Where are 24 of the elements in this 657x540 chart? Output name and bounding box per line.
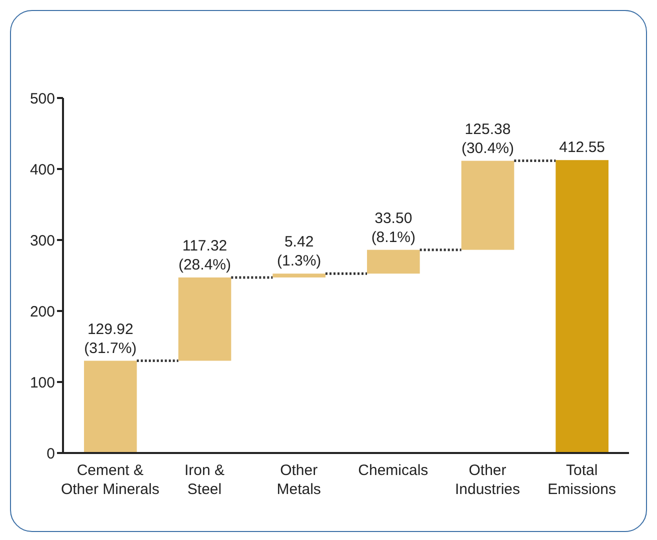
- data-label: 129.92 (31.7%): [84, 320, 137, 357]
- y-tick-label: 500: [30, 90, 55, 108]
- y-tick-label: 400: [30, 161, 55, 178]
- x-tick-label: Other Metals: [276, 462, 321, 498]
- x-tick-label: Iron & Steel: [184, 462, 225, 498]
- bar: [556, 160, 608, 453]
- x-tick-label: Other Industries: [454, 462, 520, 498]
- y-tick-label: 0: [46, 445, 55, 462]
- bar: [367, 250, 420, 274]
- y-tick-label: 100: [30, 374, 55, 392]
- bar: [272, 274, 326, 278]
- y-tick-label: 300: [30, 232, 55, 250]
- data-label: 33.50 (8.1%): [371, 210, 416, 246]
- data-label: 125.38 (30.4%): [461, 120, 514, 157]
- x-tick-label: Chemicals: [358, 462, 428, 479]
- y-tick-label: 200: [30, 303, 55, 320]
- bar: [461, 160, 514, 250]
- bar: [84, 360, 137, 453]
- data-label: 412.55: [559, 139, 606, 156]
- bar: [178, 277, 232, 361]
- data-label: 5.42 (1.3%): [276, 234, 322, 270]
- x-tick-label: Cement & Other Minerals: [60, 462, 160, 498]
- x-tick-label: Total Emissions: [548, 462, 616, 498]
- data-label: 117.32 (28.4%): [178, 237, 232, 274]
